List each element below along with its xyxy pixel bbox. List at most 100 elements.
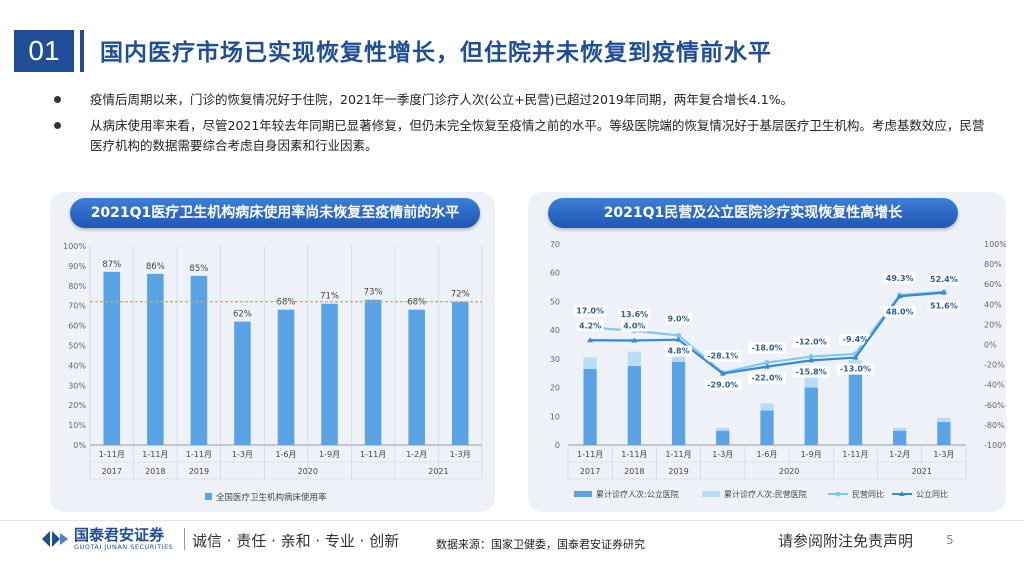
public-yoy-label-bg <box>748 372 786 384</box>
year-group-label: 2021 <box>912 467 932 476</box>
y-tick-label: 10 <box>550 412 560 421</box>
x-tick-label: 1-3月 <box>712 450 733 459</box>
private-yoy-data-label: 17.0% <box>576 306 604 315</box>
y2-tick-label: 100% <box>984 240 1006 249</box>
legend-label: 累计诊疗人次:公立医院 <box>596 489 679 499</box>
private-yoy-data-label: -9.4% <box>843 335 869 344</box>
footer-separator <box>184 528 185 550</box>
y-tick-label: 60 <box>550 269 560 278</box>
y-tick-label: 0% <box>73 441 86 450</box>
x-tick-label: 1-11月 <box>186 450 212 459</box>
year-group-label: 2017 <box>580 467 600 476</box>
bar-bed-usage <box>234 321 251 445</box>
bar-private-visits <box>937 417 951 423</box>
x-tick-label: 1-11月 <box>142 450 168 459</box>
public-yoy-label-bg <box>620 320 648 332</box>
x-tick-label: 1-3月 <box>450 450 471 459</box>
y-tick-label: 40 <box>550 326 560 335</box>
legend-swatch <box>702 491 720 497</box>
y-tick-label: 70 <box>550 240 560 249</box>
y2-tick-label: 60% <box>984 280 1002 289</box>
public-yoy-label-bg <box>927 300 960 312</box>
x-tick-label: 1-11月 <box>842 450 868 459</box>
y-tick-label: 40% <box>68 361 86 370</box>
x-tick-label: 1-6月 <box>756 450 777 459</box>
year-group-label: 2017 <box>102 467 122 476</box>
bullet-item: 从病床使用率来看，尽管2021年较去年同期已显著修复，但仍未完全恢复至疫情之前的… <box>40 116 990 156</box>
year-group-label: 2020 <box>298 467 318 476</box>
public-yoy-data-label: 48.0% <box>886 307 914 316</box>
bar-public-visits <box>627 366 641 445</box>
x-tick-label: 1-11月 <box>577 450 603 459</box>
y2-tick-label: -20% <box>984 361 1005 370</box>
private-yoy-data-label: 13.6% <box>620 310 648 319</box>
bar-private-visits <box>716 427 730 431</box>
legend-label: 累计诊疗人次:民营医院 <box>724 489 807 499</box>
public-yoy-data-label: 4.0% <box>623 321 645 330</box>
x-tick-label: 1-11月 <box>621 450 647 459</box>
private-yoy-point <box>675 332 682 339</box>
year-group-label: 2018 <box>145 467 165 476</box>
y-tick-label: 100% <box>63 242 86 251</box>
public-yoy-point <box>631 337 638 343</box>
public-yoy-point <box>764 363 770 369</box>
legend-marker <box>835 491 841 497</box>
logo-name-en: GUOTAI JUNAN SECURITIES <box>74 543 174 551</box>
bar-value-label: 87% <box>102 260 121 270</box>
y-tick-label: 0 <box>555 441 560 450</box>
public-yoy-data-label: 51.6% <box>930 302 958 311</box>
public-yoy-point <box>896 293 903 299</box>
bullet-list: 疫情后周期以来，门诊的恢复情况好于住院，2021年一季度门诊疗人次(公立+民营)… <box>40 90 990 162</box>
y2-tick-label: 80% <box>984 260 1002 269</box>
public-yoy-data-label: 4.8% <box>667 347 689 356</box>
bar-value-label: 73% <box>364 288 383 298</box>
bar-public-visits <box>937 422 951 445</box>
public-yoy-label-bg <box>883 306 916 318</box>
year-group-label: 2019 <box>668 467 688 476</box>
y-tick-label: 50% <box>68 342 86 351</box>
bullet-dot-icon <box>54 96 61 103</box>
bar-private-visits <box>583 357 597 369</box>
legend-swatch <box>205 493 212 500</box>
bar-value-label: 68% <box>277 298 296 308</box>
header-divider <box>80 30 84 72</box>
section-number: 01 <box>14 30 74 72</box>
bar-bed-usage <box>277 309 295 445</box>
public-yoy-point <box>587 337 594 343</box>
bar-private-visits <box>760 403 774 411</box>
year-group-label: 2021 <box>428 467 448 476</box>
private-yoy-point <box>764 359 770 366</box>
bullet-item: 疫情后周期以来，门诊的恢复情况好于住院，2021年一季度门诊疗人次(公立+民营)… <box>40 90 990 110</box>
legend-label: 公立同比 <box>916 489 948 499</box>
private-yoy-label-bg <box>839 333 872 345</box>
bar-bed-usage <box>321 303 338 445</box>
y-tick-label: 80% <box>68 282 86 291</box>
private-yoy-label-bg <box>883 272 916 284</box>
right-chart-title: 2021Q1民营及公立医院诊疗实现恢复性高增长 <box>548 198 958 228</box>
legend-marker <box>899 491 905 496</box>
data-source: 数据来源：国家卫健委，国泰君安证券研究 <box>436 538 645 551</box>
public-yoy-point <box>675 336 682 342</box>
company-slogan: 诚信 · 责任 · 亲和 · 专业 · 创新 <box>192 532 400 550</box>
bar-private-visits <box>804 377 818 388</box>
year-group-label: 2019 <box>189 467 209 476</box>
public-yoy-point <box>808 357 815 363</box>
x-tick-label: 1-2月 <box>889 450 910 459</box>
public-yoy-label-bg <box>576 320 604 332</box>
bar-public-visits <box>716 430 730 445</box>
y-tick-label: 30% <box>68 381 86 390</box>
private-yoy-label-bg <box>927 273 960 285</box>
x-tick-label: 1-11月 <box>360 450 386 459</box>
bar-value-label: 85% <box>189 264 208 274</box>
public-yoy-data-label: -15.8% <box>796 367 827 376</box>
y2-tick-label: -100% <box>984 441 1006 450</box>
y2-tick-label: -60% <box>984 401 1005 410</box>
disclaimer-link[interactable]: 请参阅附注免责声明 <box>778 532 914 550</box>
y2-tick-label: -80% <box>984 421 1005 430</box>
bar-bed-usage <box>190 275 208 445</box>
bar-bed-usage <box>103 271 121 445</box>
bar-public-visits <box>760 410 774 445</box>
footer-divider <box>0 520 1024 521</box>
private-yoy-label-bg <box>618 308 651 320</box>
bar-value-label: 71% <box>320 292 339 302</box>
